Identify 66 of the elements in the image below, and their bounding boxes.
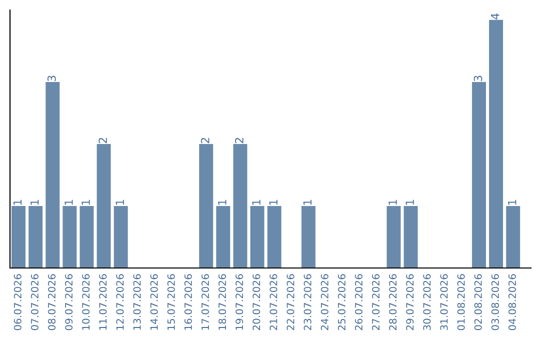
data-label: 1 bbox=[218, 200, 226, 205]
bar bbox=[506, 206, 520, 268]
x-tick-label: 01.08.2026 bbox=[457, 274, 465, 330]
x-tick-label: 27.07.2026 bbox=[372, 274, 380, 330]
data-label: 2 bbox=[200, 138, 210, 144]
bar bbox=[250, 206, 264, 268]
bar bbox=[114, 206, 128, 268]
bar bbox=[12, 206, 26, 268]
x-tick-label: 18.07.2026 bbox=[218, 274, 226, 330]
x-tick-label: 29.07.2026 bbox=[406, 274, 414, 330]
data-label: 3 bbox=[47, 76, 56, 82]
x-tick-label: 14.07.2026 bbox=[150, 274, 158, 330]
bar bbox=[301, 206, 316, 268]
x-tick-label: 08.07.2026 bbox=[48, 274, 56, 330]
bar bbox=[386, 206, 401, 268]
x-tick-label: 23.07.2026 bbox=[304, 274, 312, 330]
bar bbox=[80, 206, 94, 268]
x-tick-label: 22.07.2026 bbox=[286, 274, 294, 330]
data-label: 1 bbox=[82, 200, 90, 205]
x-tick-label: 10.07.2026 bbox=[82, 274, 90, 330]
bar bbox=[199, 144, 214, 268]
bar bbox=[46, 82, 60, 268]
x-tick-label: 17.07.2026 bbox=[201, 274, 210, 330]
bar bbox=[472, 82, 486, 268]
x-tick-label: 12.07.2026 bbox=[116, 274, 124, 330]
bar bbox=[233, 144, 248, 268]
bar bbox=[96, 144, 111, 268]
data-label: 1 bbox=[252, 200, 260, 205]
data-label: 1 bbox=[406, 200, 414, 205]
x-tick-label: 31.07.2026 bbox=[440, 274, 448, 330]
x-tick-label: 07.07.2026 bbox=[30, 274, 38, 330]
x-tick-label: 25.07.2026 bbox=[338, 274, 346, 330]
x-tick-label: 15.07.2026 bbox=[167, 274, 175, 330]
x-tick-label: 20.07.2026 bbox=[252, 274, 260, 330]
x-tick-label: 28.07.2026 bbox=[389, 274, 397, 330]
x-tick-label: 24.07.2026 bbox=[320, 274, 328, 330]
x-tick-label: 26.07.2026 bbox=[354, 274, 363, 330]
x-tick-label: 06.07.2026 bbox=[14, 274, 22, 330]
bar bbox=[28, 206, 43, 268]
data-label: 1 bbox=[303, 200, 312, 205]
bar bbox=[62, 206, 77, 268]
x-tick-label: 02.08.2026 bbox=[474, 274, 482, 330]
data-label: 1 bbox=[30, 200, 39, 205]
x-tick-label: 11.07.2026 bbox=[99, 274, 107, 330]
x-tick-label: 13.07.2026 bbox=[133, 274, 141, 330]
bar bbox=[267, 206, 282, 268]
x-tick-label: 19.07.2026 bbox=[236, 274, 244, 330]
x-tick-label: 30.07.2026 bbox=[423, 274, 431, 330]
x-tick-label: 16.07.2026 bbox=[184, 274, 192, 330]
x-tick-label: 21.07.2026 bbox=[270, 274, 278, 330]
x-tick-label: 09.07.2026 bbox=[65, 274, 73, 330]
bar bbox=[404, 206, 418, 268]
data-label: 1 bbox=[508, 200, 516, 205]
data-label: 1 bbox=[13, 200, 22, 205]
data-label: 2 bbox=[98, 138, 107, 144]
data-label: 2 bbox=[235, 138, 244, 144]
data-label: 3 bbox=[474, 76, 482, 82]
x-tick-label: 03.08.2026 bbox=[491, 274, 499, 330]
data-label: 1 bbox=[64, 200, 73, 205]
data-label: 1 bbox=[269, 200, 278, 205]
data-label: 1 bbox=[116, 200, 124, 205]
x-tick-label: 04.08.2026 bbox=[508, 274, 516, 330]
data-label: 1 bbox=[388, 200, 397, 205]
data-label: 4 bbox=[491, 13, 500, 20]
bar bbox=[489, 20, 504, 268]
bar bbox=[216, 206, 230, 268]
